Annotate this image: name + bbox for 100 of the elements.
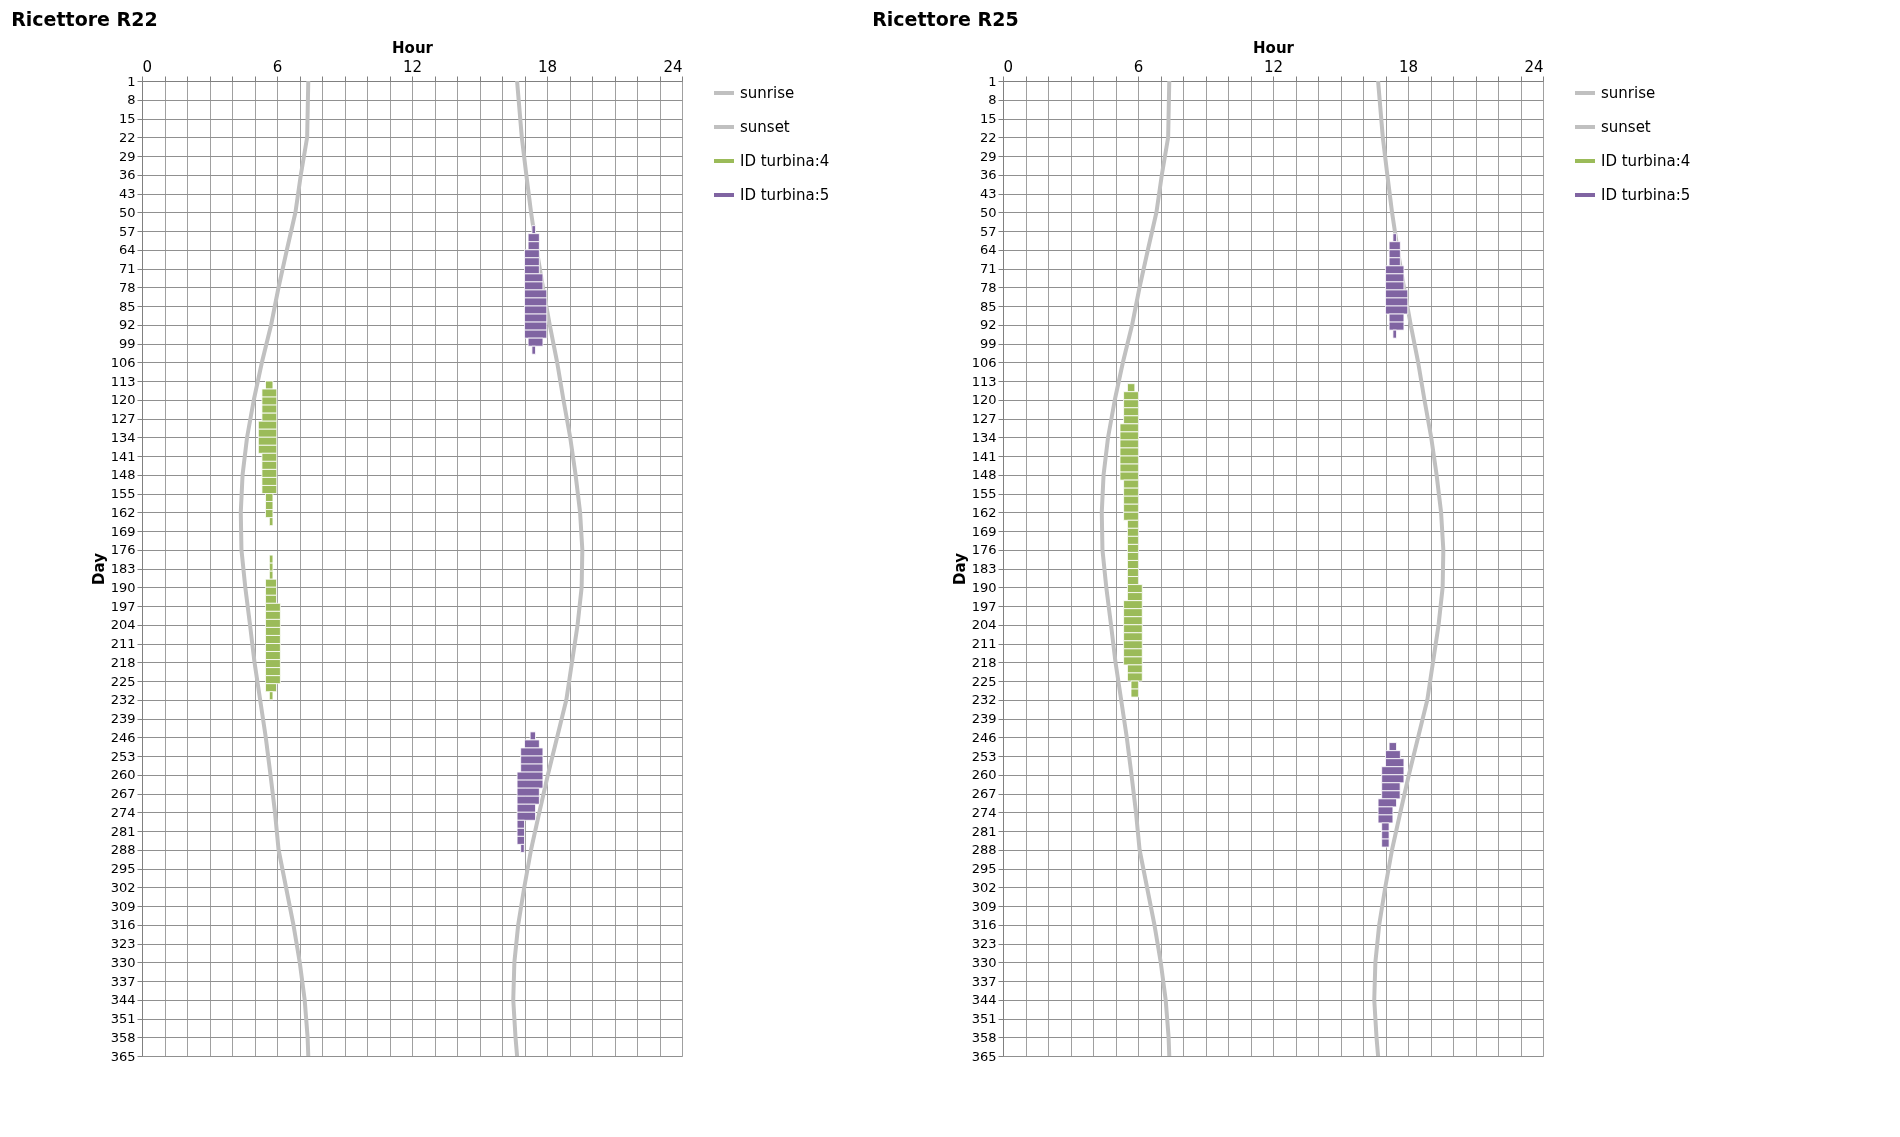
y-tick-label: 8 xyxy=(127,92,136,108)
y-tick-label: 113 xyxy=(971,373,997,389)
y-tick-label: 274 xyxy=(110,804,136,820)
x-tick-label: 24 xyxy=(663,57,683,76)
x-tick-label: 6 xyxy=(1133,57,1144,76)
y-tick-label: 330 xyxy=(971,954,997,970)
y-tick-label: 274 xyxy=(971,804,997,820)
legend-label: ID turbina:4 xyxy=(740,152,830,170)
y-tick-label: 134 xyxy=(971,429,997,445)
y-tick-label: 8 xyxy=(988,92,997,108)
y-tick-label: 50 xyxy=(118,204,136,220)
x-tick-label: 0 xyxy=(1003,57,1014,76)
y-tick-label: 239 xyxy=(971,711,997,726)
y-tick-label: 64 xyxy=(979,242,997,258)
y-tick-label: 295 xyxy=(971,861,997,876)
legend-label: sunset xyxy=(1601,118,1651,136)
y-tick-label: 43 xyxy=(979,186,997,201)
y-tick-label: 351 xyxy=(971,1011,997,1026)
y-tick-label: 211 xyxy=(110,636,136,651)
y-tick-label: 148 xyxy=(971,467,997,483)
y-tick-label: 57 xyxy=(979,223,997,239)
x-tick-label: 24 xyxy=(1524,57,1544,76)
y-tick-label: 316 xyxy=(971,917,997,933)
y-tick-label: 71 xyxy=(979,261,997,276)
x-tick-label: 12 xyxy=(1263,57,1284,76)
y-tick-label: 15 xyxy=(979,111,997,126)
y-tick-label: 281 xyxy=(971,823,997,839)
y-tick-label: 64 xyxy=(118,242,136,258)
y-tick-label: 302 xyxy=(971,879,997,895)
y-tick-label: 309 xyxy=(110,898,136,914)
y-tick-label: 330 xyxy=(110,954,136,970)
x-tick-label: 6 xyxy=(272,57,283,76)
y-tick-label: 218 xyxy=(971,654,997,670)
y-tick-label: 148 xyxy=(110,467,136,483)
y-tick-label: 309 xyxy=(971,898,997,914)
x-tick-label: 18 xyxy=(537,57,558,76)
y-tick-label: 316 xyxy=(110,917,136,933)
y-tick-label: 295 xyxy=(110,861,136,876)
y-tick-label: 57 xyxy=(118,223,136,239)
y-tick-label: 337 xyxy=(971,973,997,989)
y-tick-label: 22 xyxy=(979,129,997,145)
y-tick-label: 92 xyxy=(118,317,136,333)
y-tick-label: 204 xyxy=(971,617,997,633)
y-tick-label: 141 xyxy=(971,448,997,464)
y-tick-label: 253 xyxy=(110,748,136,764)
x-tick-label: 12 xyxy=(402,57,423,76)
y-tick-label: 141 xyxy=(110,448,136,464)
y-tick-label: 288 xyxy=(110,842,136,858)
chart-title: Ricettore R22 xyxy=(11,8,158,30)
y-tick-label: 260 xyxy=(110,767,136,783)
y-tick-label: 246 xyxy=(110,729,136,745)
y-tick-label: 127 xyxy=(110,411,136,426)
y-tick-label: 78 xyxy=(118,279,136,295)
legend-label: sunrise xyxy=(1601,84,1656,102)
y-tick-label: 162 xyxy=(971,504,997,520)
y-tick-label: 120 xyxy=(110,392,136,408)
y-tick-label: 106 xyxy=(971,354,997,370)
y-tick-label: 253 xyxy=(971,748,997,764)
y-tick-label: 155 xyxy=(971,486,997,501)
y-tick-label: 204 xyxy=(110,617,136,633)
y-tick-label: 323 xyxy=(971,936,997,951)
y-tick-label: 15 xyxy=(118,111,136,126)
legend-label: ID turbina:4 xyxy=(1601,152,1691,170)
y-tick-label: 225 xyxy=(971,673,997,689)
y-tick-label: 92 xyxy=(979,317,997,333)
legend-label: sunrise xyxy=(740,84,795,102)
y-tick-label: 162 xyxy=(110,504,136,520)
y-tick-label: 29 xyxy=(979,148,997,164)
y-tick-label: 365 xyxy=(971,1048,997,1064)
y-tick-label: 36 xyxy=(118,167,136,183)
y-tick-label: 1 xyxy=(127,73,136,89)
y-tick-label: 85 xyxy=(118,298,136,314)
y-axis-title: Day xyxy=(89,552,108,585)
y-tick-label: 246 xyxy=(971,729,997,745)
x-tick-label: 18 xyxy=(1398,57,1419,76)
y-tick-label: 365 xyxy=(110,1048,136,1064)
y-tick-label: 183 xyxy=(971,561,997,576)
y-tick-label: 302 xyxy=(110,879,136,895)
y-tick-label: 351 xyxy=(110,1011,136,1026)
y-tick-label: 169 xyxy=(971,523,997,539)
y-tick-label: 344 xyxy=(110,992,136,1008)
y-tick-label: 176 xyxy=(110,542,136,558)
legend-label: sunset xyxy=(740,118,790,136)
y-tick-label: 155 xyxy=(110,486,136,501)
y-axis-title: Day xyxy=(950,552,969,585)
y-tick-label: 239 xyxy=(110,711,136,726)
y-tick-label: 99 xyxy=(979,336,997,351)
y-tick-label: 260 xyxy=(971,767,997,783)
y-tick-label: 78 xyxy=(979,279,997,295)
y-tick-label: 190 xyxy=(110,579,136,595)
y-tick-label: 267 xyxy=(110,786,136,801)
y-tick-label: 232 xyxy=(110,692,136,708)
y-tick-label: 288 xyxy=(971,842,997,858)
y-tick-label: 120 xyxy=(971,392,997,408)
y-tick-label: 358 xyxy=(971,1029,997,1045)
chart-title: Ricettore R25 xyxy=(872,8,1019,30)
y-tick-label: 169 xyxy=(110,523,136,539)
y-tick-label: 1 xyxy=(988,73,997,89)
y-tick-label: 36 xyxy=(979,167,997,183)
y-tick-label: 22 xyxy=(118,129,136,145)
